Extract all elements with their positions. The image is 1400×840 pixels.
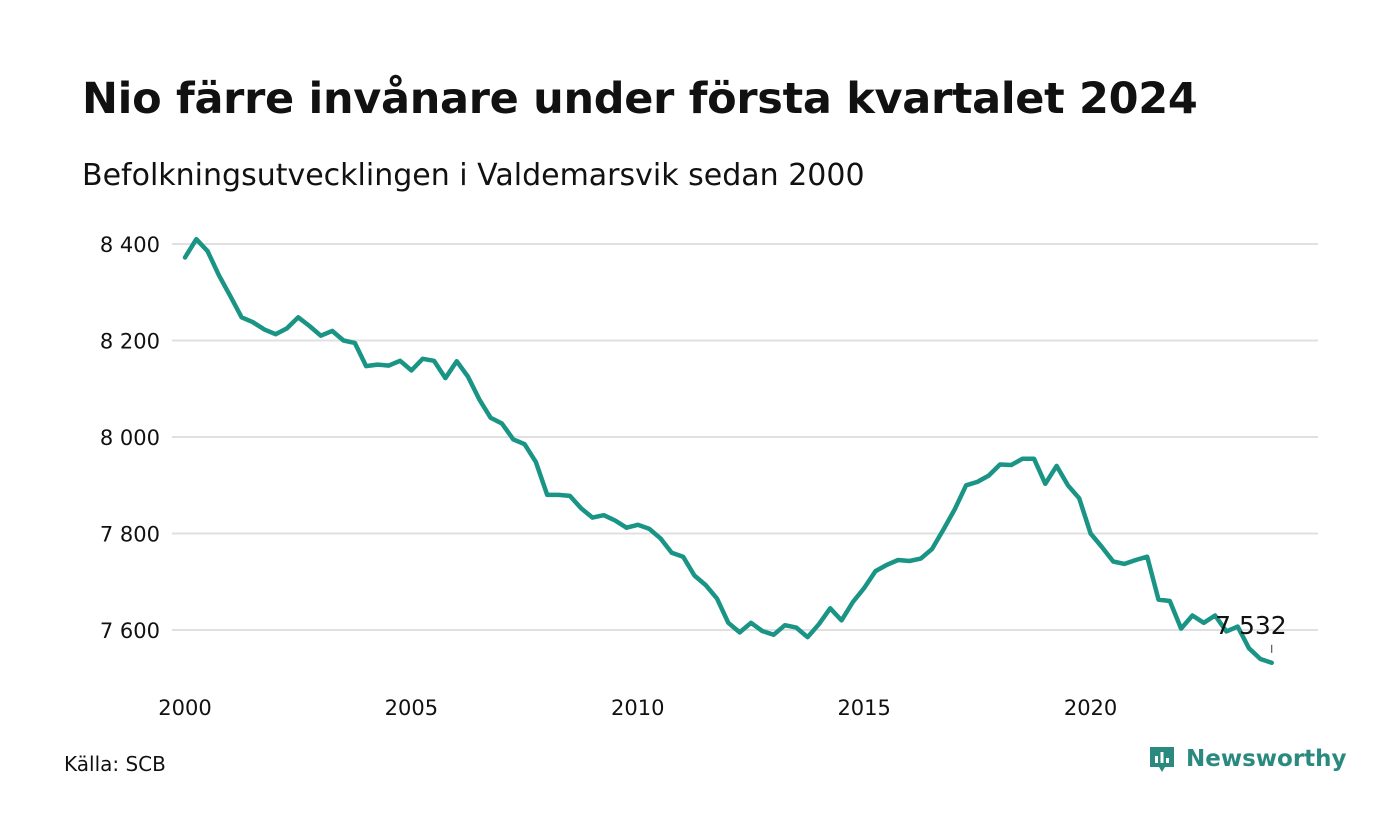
source-label: Källa: SCB bbox=[64, 752, 166, 776]
chart-bubble-icon bbox=[1150, 747, 1174, 772]
x-tick-label: 2015 bbox=[837, 696, 890, 720]
x-axis-ticks: 2000 2005 2010 2015 2020 bbox=[158, 696, 1117, 720]
grid-lines bbox=[172, 243, 1318, 631]
y-tick-label: 7 600 bbox=[100, 619, 160, 643]
x-tick-label: 2020 bbox=[1064, 696, 1117, 720]
y-tick-label: 8 000 bbox=[100, 426, 160, 450]
chart-title: Nio färre invånare under första kvartale… bbox=[82, 74, 1198, 124]
series-layer bbox=[182, 236, 1274, 666]
x-tick-label: 2010 bbox=[611, 696, 664, 720]
series-line bbox=[182, 236, 1274, 666]
x-tick-label: 2000 bbox=[158, 696, 211, 720]
brand-name: Newsworthy bbox=[1186, 746, 1347, 772]
chart-subtitle: Befolkningsutvecklingen i Valdemarsvik s… bbox=[82, 158, 865, 193]
y-tick-label: 8 400 bbox=[100, 233, 160, 257]
y-axis-ticks: 7 600 7 800 8 000 8 200 8 400 bbox=[100, 233, 160, 643]
x-tick-label: 2005 bbox=[385, 696, 438, 720]
y-tick-label: 8 200 bbox=[100, 330, 160, 354]
annotation-label: 7 532 bbox=[1215, 611, 1287, 640]
y-tick-label: 7 800 bbox=[100, 523, 160, 547]
annotation-layer: 7 532 bbox=[1215, 611, 1287, 653]
brand-logo: Newsworthy bbox=[1148, 745, 1347, 773]
